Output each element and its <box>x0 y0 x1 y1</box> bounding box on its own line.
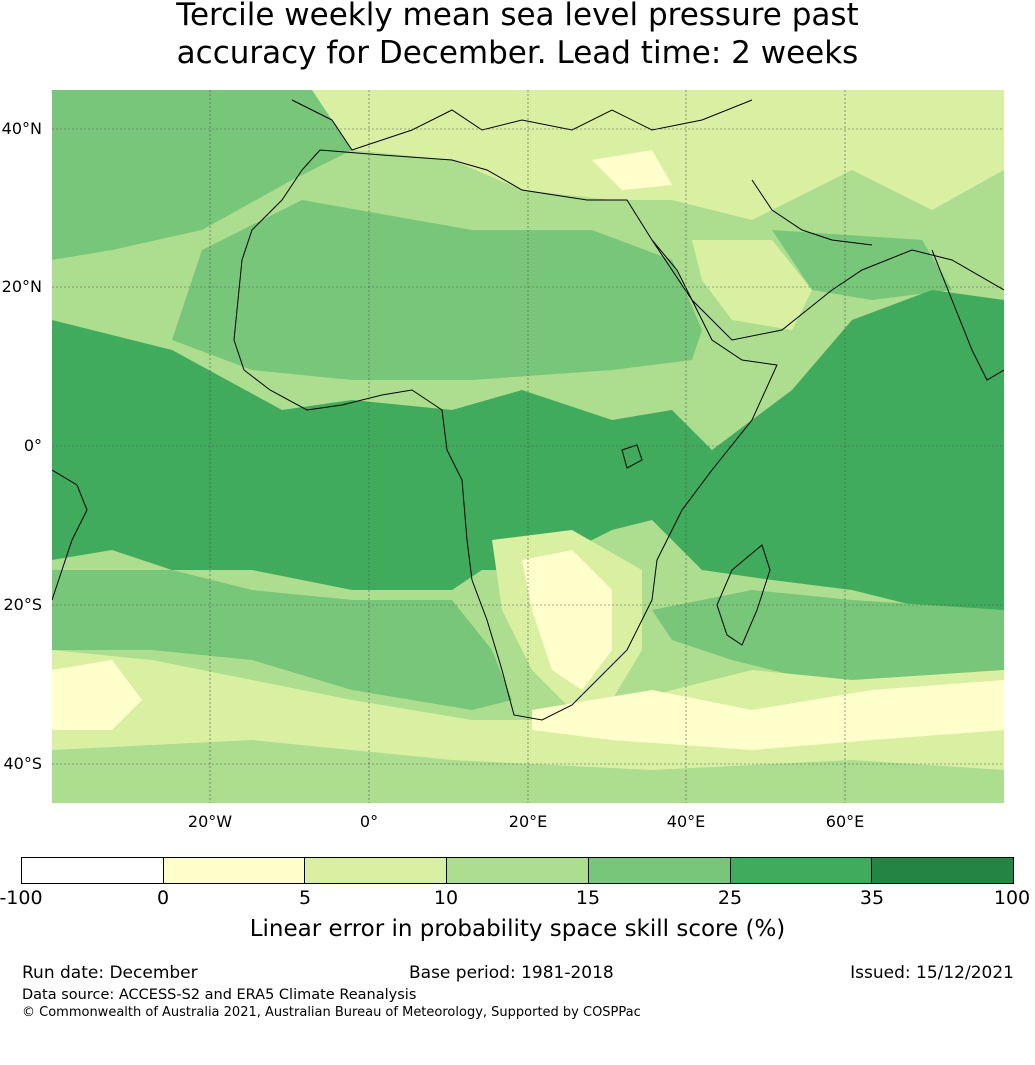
colorbar-segment <box>872 858 1014 883</box>
colorbar-segment <box>163 858 306 883</box>
skill-region-southern-yellow-2 <box>532 680 1004 750</box>
title-line-2: accuracy for December. Lead time: 2 week… <box>176 35 859 71</box>
gridlines <box>52 90 1004 803</box>
colorbar-tick: 100 <box>993 887 1031 909</box>
colorbar <box>21 857 1014 884</box>
colorbar-segment <box>730 858 873 883</box>
skill-region-arabia-sea <box>772 230 952 300</box>
skill-score-map <box>52 90 1004 803</box>
issued-date: Issued: 15/12/2021 <box>850 963 1014 983</box>
lat-label-40s: 40°S <box>3 754 42 773</box>
coastline-arabia <box>651 239 1004 341</box>
coastline-south-america <box>52 469 88 601</box>
colorbar-segment <box>305 858 448 883</box>
lon-label-20w: 20°W <box>187 812 233 831</box>
copyright: © Commonwealth of Australia 2021, Austra… <box>22 1005 641 1020</box>
colorbar-tick: 35 <box>859 887 885 909</box>
lat-label-equator: 0° <box>23 436 42 455</box>
colorbar-tick: 15 <box>575 887 601 909</box>
colorbar-segment <box>588 858 731 883</box>
map-canvas <box>52 90 1004 803</box>
lat-label-20n: 20°N <box>1 277 42 296</box>
lat-label-40n: 40°N <box>1 119 42 138</box>
colorbar-segment <box>447 858 589 883</box>
skill-region-med-pale <box>592 150 672 190</box>
skill-region-arabia-pale <box>692 240 812 330</box>
lake-victoria <box>621 444 643 469</box>
skill-region-north-africa <box>172 200 702 380</box>
lon-label-40e: 40°E <box>666 812 706 831</box>
lon-label-0: 0° <box>359 812 379 831</box>
skill-region-kalahari-pale <box>522 550 612 690</box>
lon-label-20e: 20°E <box>508 812 548 831</box>
coastline-madagascar <box>716 544 771 646</box>
coastline-india <box>931 249 1004 381</box>
skill-region-nw-pale <box>312 90 1004 220</box>
coastline-europe <box>291 99 753 151</box>
colorbar-tick: 5 <box>298 887 312 909</box>
colorbar-tick: 0 <box>156 887 170 909</box>
colorbar-segment <box>22 858 164 883</box>
lat-label-20s: 20°S <box>3 595 42 614</box>
lon-label-60e: 60°E <box>825 812 865 831</box>
colorbar-tick: -100 <box>0 887 43 909</box>
title-line-1: Tercile weekly mean sea level pressure p… <box>176 0 859 33</box>
colorbar-tick: 10 <box>433 887 459 909</box>
data-source: Data source: ACCESS-S2 and ERA5 Climate … <box>22 987 417 1003</box>
colorbar-tick: 25 <box>717 887 743 909</box>
coastlines <box>52 99 1004 721</box>
skill-region-southern-yellow <box>52 660 142 730</box>
coastline-africa <box>233 149 778 721</box>
skill-region-south-indian-mid <box>652 590 1004 680</box>
run-date: Run date: December <box>22 963 198 983</box>
chart-title: Tercile weekly mean sea level pressure p… <box>0 0 1035 72</box>
base-period: Base period: 1981-2018 <box>409 963 614 983</box>
colorbar-label: Linear error in probability space skill … <box>249 916 786 942</box>
skill-region-north-band <box>52 90 382 260</box>
coastline-arabia-gulf <box>751 179 873 246</box>
